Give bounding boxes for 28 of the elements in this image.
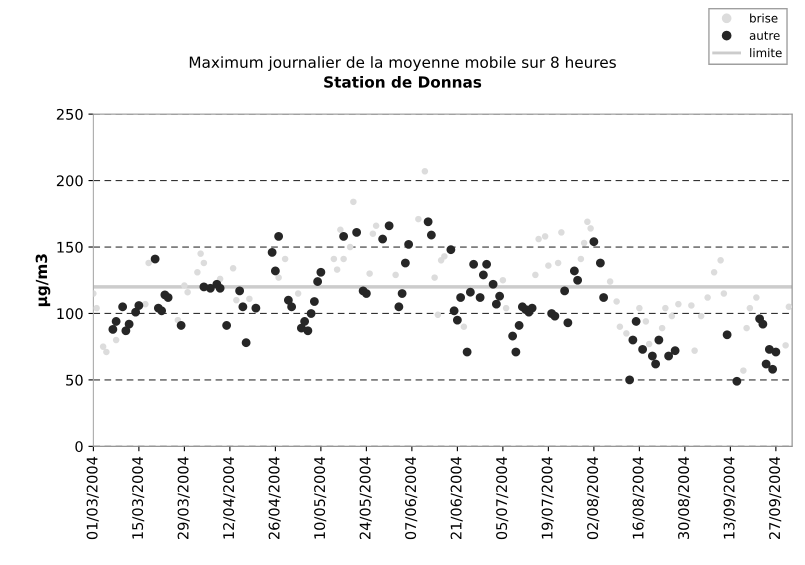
chart-subtitle: Station de Donnas xyxy=(324,76,482,88)
y-axis-title: µg/m3 xyxy=(36,254,50,306)
x-tick-label: 21/06/2004 xyxy=(450,456,463,540)
legend-label: autre xyxy=(750,31,780,40)
x-tick-label: 15/03/2004 xyxy=(132,456,144,539)
x-tick-label: 16/08/2004 xyxy=(632,456,645,539)
x-tick-label: 13/09/2004 xyxy=(724,456,736,539)
x-tick-label: 07/06/2004 xyxy=(405,456,418,540)
x-tick-label: 19/07/2004 xyxy=(542,456,554,539)
x-tick-label: 30/08/2004 xyxy=(678,456,690,540)
x-tick-label: 02/08/2004 xyxy=(587,456,600,540)
x-tick-label: 26/04/2004 xyxy=(268,456,281,540)
x-tick-label: 27/09/2004 xyxy=(769,456,782,540)
y-tick-label: 50 xyxy=(66,374,83,386)
y-tick-label: 100 xyxy=(57,308,83,320)
y-tick-label: 250 xyxy=(56,108,83,120)
x-tick-label: 24/05/2004 xyxy=(360,456,372,540)
x-tick-label: 29/03/2004 xyxy=(178,456,190,540)
legend-label: limite xyxy=(750,48,782,58)
x-tick-label: 12/04/2004 xyxy=(223,456,236,539)
legend-label: brise xyxy=(750,13,778,23)
chart-title: Maximum journalier de la moyenne mobile sur 8 heures xyxy=(190,56,616,71)
x-tick-label: 10/05/2004 xyxy=(314,456,326,539)
y-tick-label: 200 xyxy=(56,175,83,186)
x-tick-label: 05/07/2004 xyxy=(496,456,508,540)
y-tick-label: 0 xyxy=(75,441,83,452)
y-tick-label: 150 xyxy=(57,242,83,253)
x-tick-label: 01/03/2004 xyxy=(86,456,99,540)
